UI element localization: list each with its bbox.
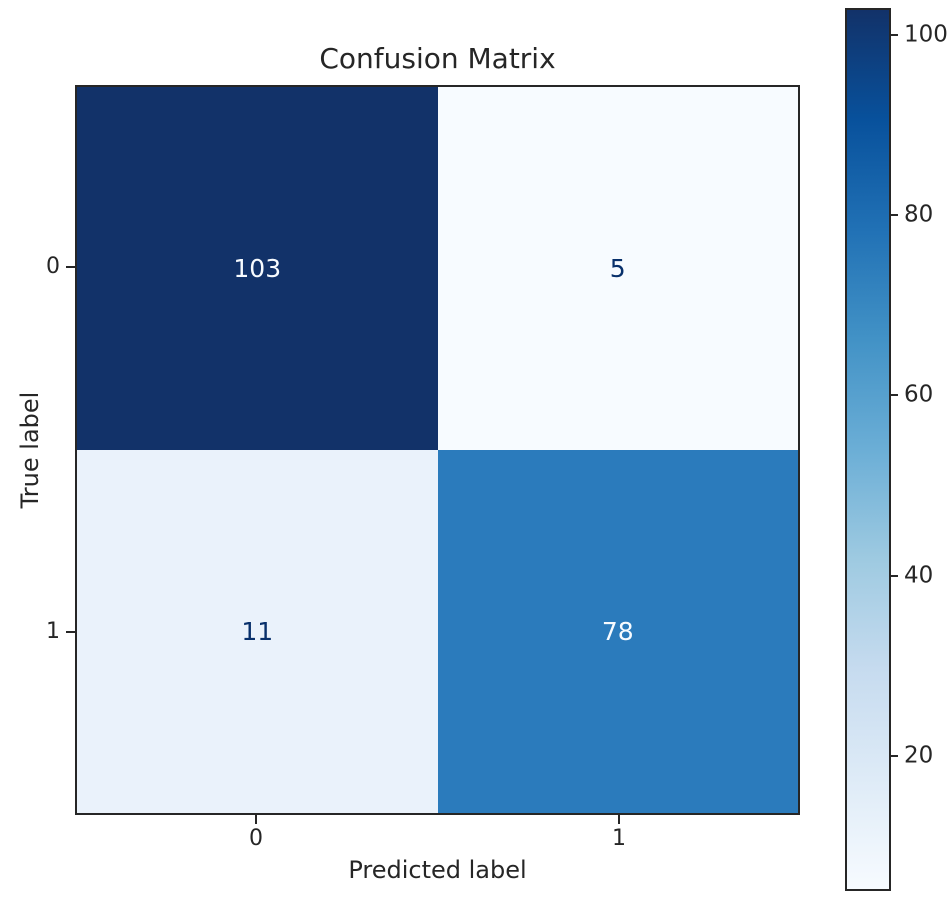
colorbar-tick-mark xyxy=(889,574,898,577)
cell-value: 11 xyxy=(241,617,274,646)
cell-value: 78 xyxy=(601,617,634,646)
y-tick-mark-1 xyxy=(66,631,75,633)
x-tick-label-0: 0 xyxy=(249,826,263,851)
colorbar-tick-label: 100 xyxy=(904,21,948,48)
y-axis-label: True label xyxy=(16,391,44,509)
heatmap-cell-0-0: 103 xyxy=(77,87,438,450)
y-tick-label-0: 0 xyxy=(46,254,60,279)
x-tick-label-1: 1 xyxy=(612,826,626,851)
heatmap-cell-0-1: 5 xyxy=(437,87,798,450)
colorbar-ticks: 100 80 60 40 20 xyxy=(889,8,950,891)
cell-value: 103 xyxy=(233,254,282,283)
colorbar xyxy=(845,8,891,891)
y-tick-label-1: 1 xyxy=(46,619,60,644)
colorbar-tick-mark xyxy=(889,394,898,397)
colorbar-tick-label: 80 xyxy=(904,201,934,228)
heatmap-cell-1-1: 78 xyxy=(437,450,798,813)
x-tick-mark-1 xyxy=(618,815,620,824)
colorbar-tick-mark xyxy=(889,214,898,217)
heatmap-cell-1-0: 11 xyxy=(77,450,438,813)
chart-title: Confusion Matrix xyxy=(319,42,556,75)
colorbar-gradient xyxy=(847,10,889,889)
x-axis-label: Predicted label xyxy=(348,856,527,884)
cell-value: 5 xyxy=(609,254,626,283)
colorbar-tick-label: 60 xyxy=(904,381,934,408)
heatmap-plot-area: 103 5 11 78 xyxy=(75,85,800,815)
x-tick-mark-0 xyxy=(255,815,257,824)
colorbar-tick-label: 40 xyxy=(904,562,934,589)
colorbar-tick-label: 20 xyxy=(904,742,934,769)
colorbar-tick-mark xyxy=(889,34,898,37)
y-tick-mark-0 xyxy=(66,266,75,268)
colorbar-tick-mark xyxy=(889,754,898,757)
